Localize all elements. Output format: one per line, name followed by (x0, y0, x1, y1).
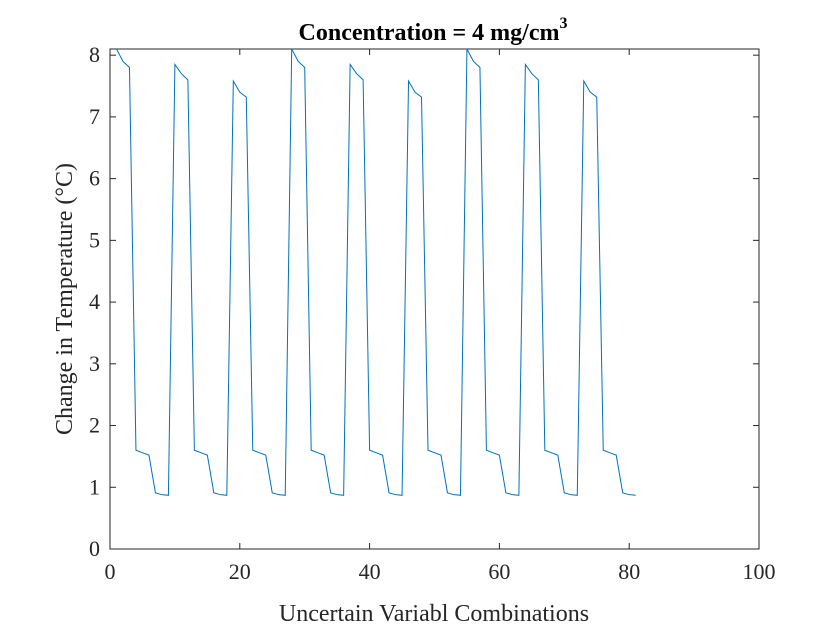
y-tick-label: 7 (89, 104, 100, 129)
x-tick-label: 60 (488, 559, 510, 584)
axis-ticks (109, 49, 760, 550)
y-tick-label: 5 (89, 227, 100, 252)
chart-title: Concentration = 4 mg/cm3 (299, 15, 568, 46)
x-tick-label: 80 (618, 559, 640, 584)
y-tick-label: 2 (89, 413, 100, 438)
x-tick-label: 0 (105, 559, 116, 584)
y-tick-label: 4 (89, 289, 100, 314)
x-tick-label: 100 (743, 559, 776, 584)
x-tick-label: 20 (229, 559, 251, 584)
chart-title-text: Concentration = 4 mg/cm (299, 20, 560, 46)
y-tick-label: 6 (89, 166, 100, 191)
y-tick-label: 8 (89, 42, 100, 67)
y-tick-label: 0 (89, 536, 100, 561)
axis-tick-labels: 0 20 40 60 80 100 0 1 2 3 4 5 6 7 8 (89, 42, 776, 584)
y-axis-title: Change in Temperature (°C) (52, 163, 78, 435)
plot-area (109, 48, 760, 550)
series-line (116, 48, 636, 496)
y-tick-label: 1 (89, 474, 100, 499)
x-axis-title: Uncertain Variabl Combinations (279, 601, 589, 627)
y-tick-label: 3 (89, 351, 100, 376)
x-tick-label: 40 (359, 559, 381, 584)
chart-title-superscript: 3 (559, 15, 567, 32)
